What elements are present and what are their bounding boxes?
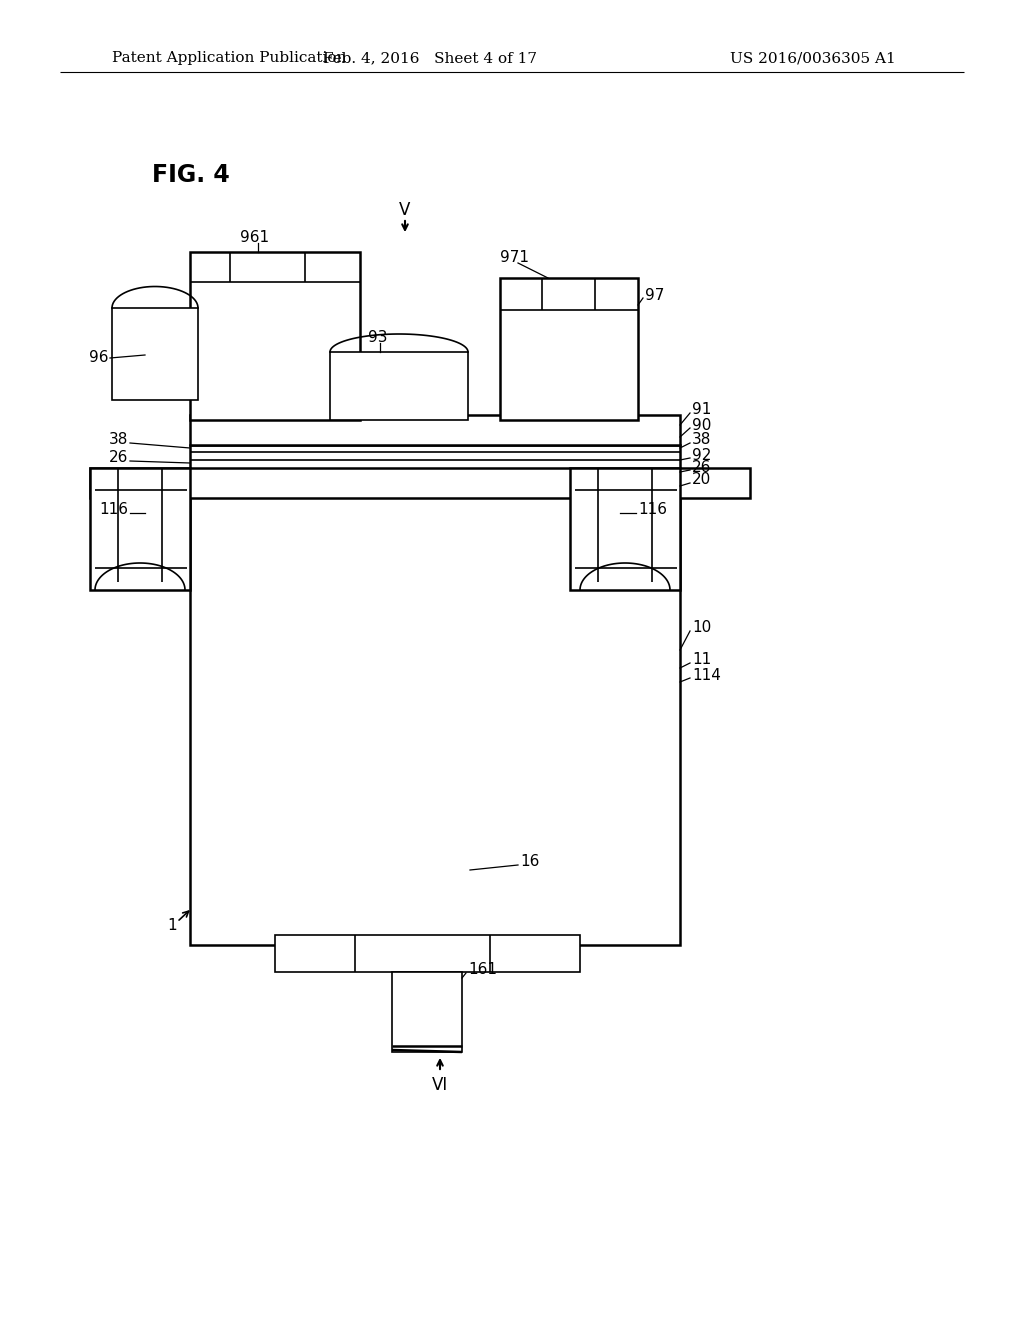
Bar [90, 469, 190, 590]
Text: US 2016/0036305 A1: US 2016/0036305 A1 [730, 51, 896, 65]
Text: 20: 20 [692, 473, 712, 487]
Text: Feb. 4, 2016   Sheet 4 of 17: Feb. 4, 2016 Sheet 4 of 17 [323, 51, 537, 65]
Bar [275, 935, 580, 972]
Bar [190, 445, 680, 945]
Text: VI: VI [432, 1076, 449, 1094]
Text: 10: 10 [692, 620, 712, 635]
Text: 114: 114 [692, 668, 721, 682]
Text: FIG. 4: FIG. 4 [152, 162, 229, 187]
Text: 26: 26 [109, 450, 128, 466]
Text: 38: 38 [109, 433, 128, 447]
Text: 161: 161 [468, 962, 497, 978]
Text: 26: 26 [692, 459, 712, 474]
Text: 1: 1 [167, 917, 177, 932]
Text: 116: 116 [638, 503, 667, 517]
Bar [500, 279, 638, 420]
Bar [190, 414, 680, 445]
Text: 97: 97 [645, 288, 665, 302]
Text: 91: 91 [692, 403, 712, 417]
Text: Patent Application Publication: Patent Application Publication [112, 51, 346, 65]
Text: 90: 90 [692, 417, 712, 433]
Bar [392, 972, 462, 1052]
Text: 96: 96 [88, 351, 108, 366]
Bar [112, 308, 198, 400]
Text: 93: 93 [368, 330, 387, 346]
Text: V: V [399, 201, 411, 219]
Bar [190, 252, 360, 420]
Text: 961: 961 [240, 231, 269, 246]
Bar [570, 469, 680, 590]
Text: 16: 16 [520, 854, 540, 870]
Text: 116: 116 [99, 503, 128, 517]
Bar [90, 469, 750, 498]
Text: 971: 971 [500, 251, 529, 265]
Text: 11: 11 [692, 652, 712, 668]
Text: 38: 38 [692, 433, 712, 447]
Text: 92: 92 [692, 447, 712, 462]
Bar [330, 352, 468, 420]
